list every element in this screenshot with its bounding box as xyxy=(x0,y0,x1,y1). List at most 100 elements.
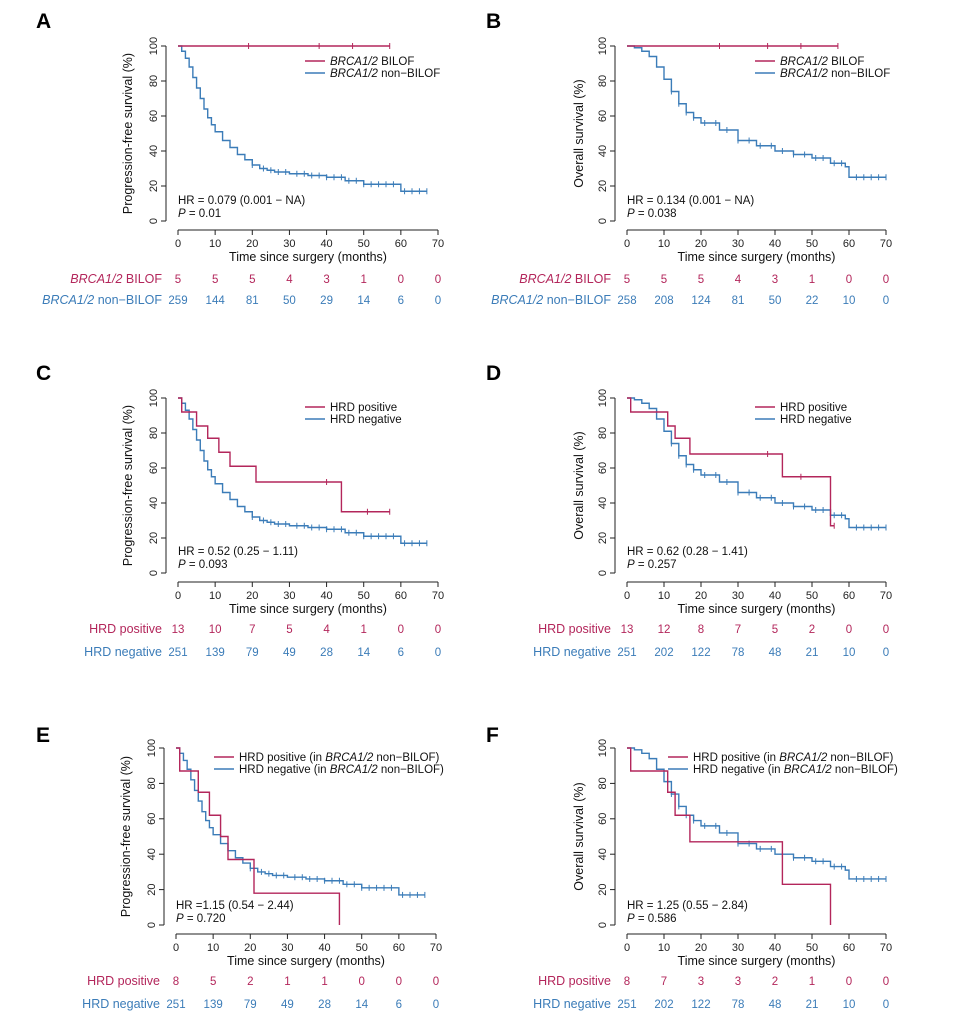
at-risk-count: 5 xyxy=(772,624,778,636)
y-tick-label: 0 xyxy=(597,570,609,576)
x-tick-label: 20 xyxy=(246,590,258,602)
x-tick-label: 30 xyxy=(283,590,295,602)
x-tick-label: 70 xyxy=(880,590,892,602)
p-value-text: P = 0.257 xyxy=(627,559,677,571)
at-risk-count: 6 xyxy=(396,999,402,1011)
x-tick-label: 70 xyxy=(432,590,444,602)
panel-label: D xyxy=(486,362,501,385)
at-risk-count: 1 xyxy=(361,274,367,286)
at-risk-count: 0 xyxy=(846,976,852,988)
y-tick-label: 0 xyxy=(597,218,609,224)
p-value-text: P = 0.720 xyxy=(176,913,226,925)
at-risk-count: 5 xyxy=(286,624,292,636)
x-tick-label: 10 xyxy=(207,942,219,954)
at-risk-count: 0 xyxy=(883,274,889,286)
at-risk-count: 251 xyxy=(166,999,185,1011)
y-tick-label: 60 xyxy=(146,813,158,825)
at-risk-count: 21 xyxy=(806,647,819,659)
legend-entry: HRD positive xyxy=(330,402,397,414)
p-value-text: P = 0.093 xyxy=(178,559,228,571)
at-risk-count: 0 xyxy=(398,624,404,636)
at-risk-count: 81 xyxy=(732,295,745,307)
panel-label: E xyxy=(36,724,50,747)
at-risk-count: 0 xyxy=(398,274,404,286)
y-tick-label: 80 xyxy=(597,427,609,439)
at-risk-count: 6 xyxy=(398,295,404,307)
at-risk-count: 122 xyxy=(691,647,710,659)
x-tick-label: 30 xyxy=(732,942,744,954)
hazard-ratio-text: HR = 0.62 (0.28 − 1.41) xyxy=(627,546,748,558)
y-tick-label: 100 xyxy=(597,389,609,407)
x-tick-label: 50 xyxy=(356,942,368,954)
survival-curve-red xyxy=(176,747,341,925)
x-tick-label: 50 xyxy=(358,590,370,602)
y-tick-label: 60 xyxy=(597,462,609,474)
legend-entry: BRCA1/2 BILOF xyxy=(780,56,864,68)
y-tick-label: 80 xyxy=(146,777,158,789)
legend-entry: HRD negative xyxy=(780,414,852,426)
at-risk-count: 1 xyxy=(809,976,815,988)
x-tick-label: 0 xyxy=(173,942,179,954)
p-value-text: P = 0.038 xyxy=(627,208,677,220)
at-risk-count: 50 xyxy=(769,295,782,307)
x-tick-label: 20 xyxy=(695,942,707,954)
y-tick-label: 0 xyxy=(148,218,160,224)
at-risk-count: 251 xyxy=(168,647,187,659)
x-tick-label: 60 xyxy=(395,590,407,602)
at-risk-count: 29 xyxy=(320,295,333,307)
at-risk-count: 0 xyxy=(883,624,889,636)
y-axis-label: Overall survival (%) xyxy=(572,79,586,187)
y-axis-label: Progression-free survival (%) xyxy=(121,53,135,214)
y-tick-label: 20 xyxy=(597,883,609,895)
at-risk-count: 49 xyxy=(281,999,294,1011)
at-risk-row-label: HRD positive xyxy=(87,974,160,988)
at-risk-count: 139 xyxy=(206,647,225,659)
x-tick-label: 70 xyxy=(432,238,444,250)
at-risk-count: 7 xyxy=(661,976,667,988)
y-tick-label: 80 xyxy=(148,75,160,87)
y-tick-label: 0 xyxy=(146,922,158,928)
x-tick-label: 60 xyxy=(393,942,405,954)
at-risk-row-label: HRD negative xyxy=(533,645,611,659)
x-axis-label: Time since surgery (months) xyxy=(227,954,385,968)
y-tick-label: 100 xyxy=(148,37,160,55)
x-tick-label: 40 xyxy=(769,238,781,250)
hazard-ratio-text: HR = 0.52 (0.25 − 1.11) xyxy=(178,546,298,558)
y-axis-label: Overall survival (%) xyxy=(572,782,586,890)
x-tick-label: 20 xyxy=(244,942,256,954)
x-tick-label: 0 xyxy=(624,238,630,250)
at-risk-count: 6 xyxy=(398,647,404,659)
at-risk-count: 7 xyxy=(735,624,741,636)
at-risk-count: 79 xyxy=(244,999,257,1011)
x-tick-label: 30 xyxy=(732,590,744,602)
x-tick-label: 20 xyxy=(246,238,258,250)
at-risk-count: 1 xyxy=(809,274,815,286)
y-tick-label: 20 xyxy=(597,180,609,192)
survival-curve-red xyxy=(627,397,835,527)
p-value-text: P = 0.586 xyxy=(627,913,677,925)
at-risk-count: 202 xyxy=(654,647,673,659)
y-tick-label: 60 xyxy=(148,110,160,122)
at-risk-count: 0 xyxy=(883,647,889,659)
at-risk-count: 0 xyxy=(435,647,441,659)
at-risk-count: 0 xyxy=(846,624,852,636)
x-tick-label: 0 xyxy=(175,238,181,250)
y-tick-label: 100 xyxy=(146,739,158,757)
at-risk-count: 0 xyxy=(359,976,365,988)
at-risk-count: 22 xyxy=(806,295,819,307)
x-axis-label: Time since surgery (months) xyxy=(678,250,836,264)
y-tick-label: 60 xyxy=(597,813,609,825)
at-risk-count: 4 xyxy=(735,274,742,286)
y-tick-label: 20 xyxy=(148,532,160,544)
legend-entry: BRCA1/2 BILOF xyxy=(330,56,414,68)
x-tick-label: 30 xyxy=(283,238,295,250)
at-risk-count: 10 xyxy=(843,647,856,659)
at-risk-count: 3 xyxy=(735,976,741,988)
at-risk-count: 21 xyxy=(806,999,819,1011)
at-risk-row-label: BRCA1/2 non−BILOF xyxy=(491,293,611,307)
y-axis-label: Progression-free survival (%) xyxy=(119,756,133,917)
y-tick-label: 40 xyxy=(148,497,160,509)
x-axis-label: Time since surgery (months) xyxy=(678,954,836,968)
x-tick-label: 50 xyxy=(806,590,818,602)
